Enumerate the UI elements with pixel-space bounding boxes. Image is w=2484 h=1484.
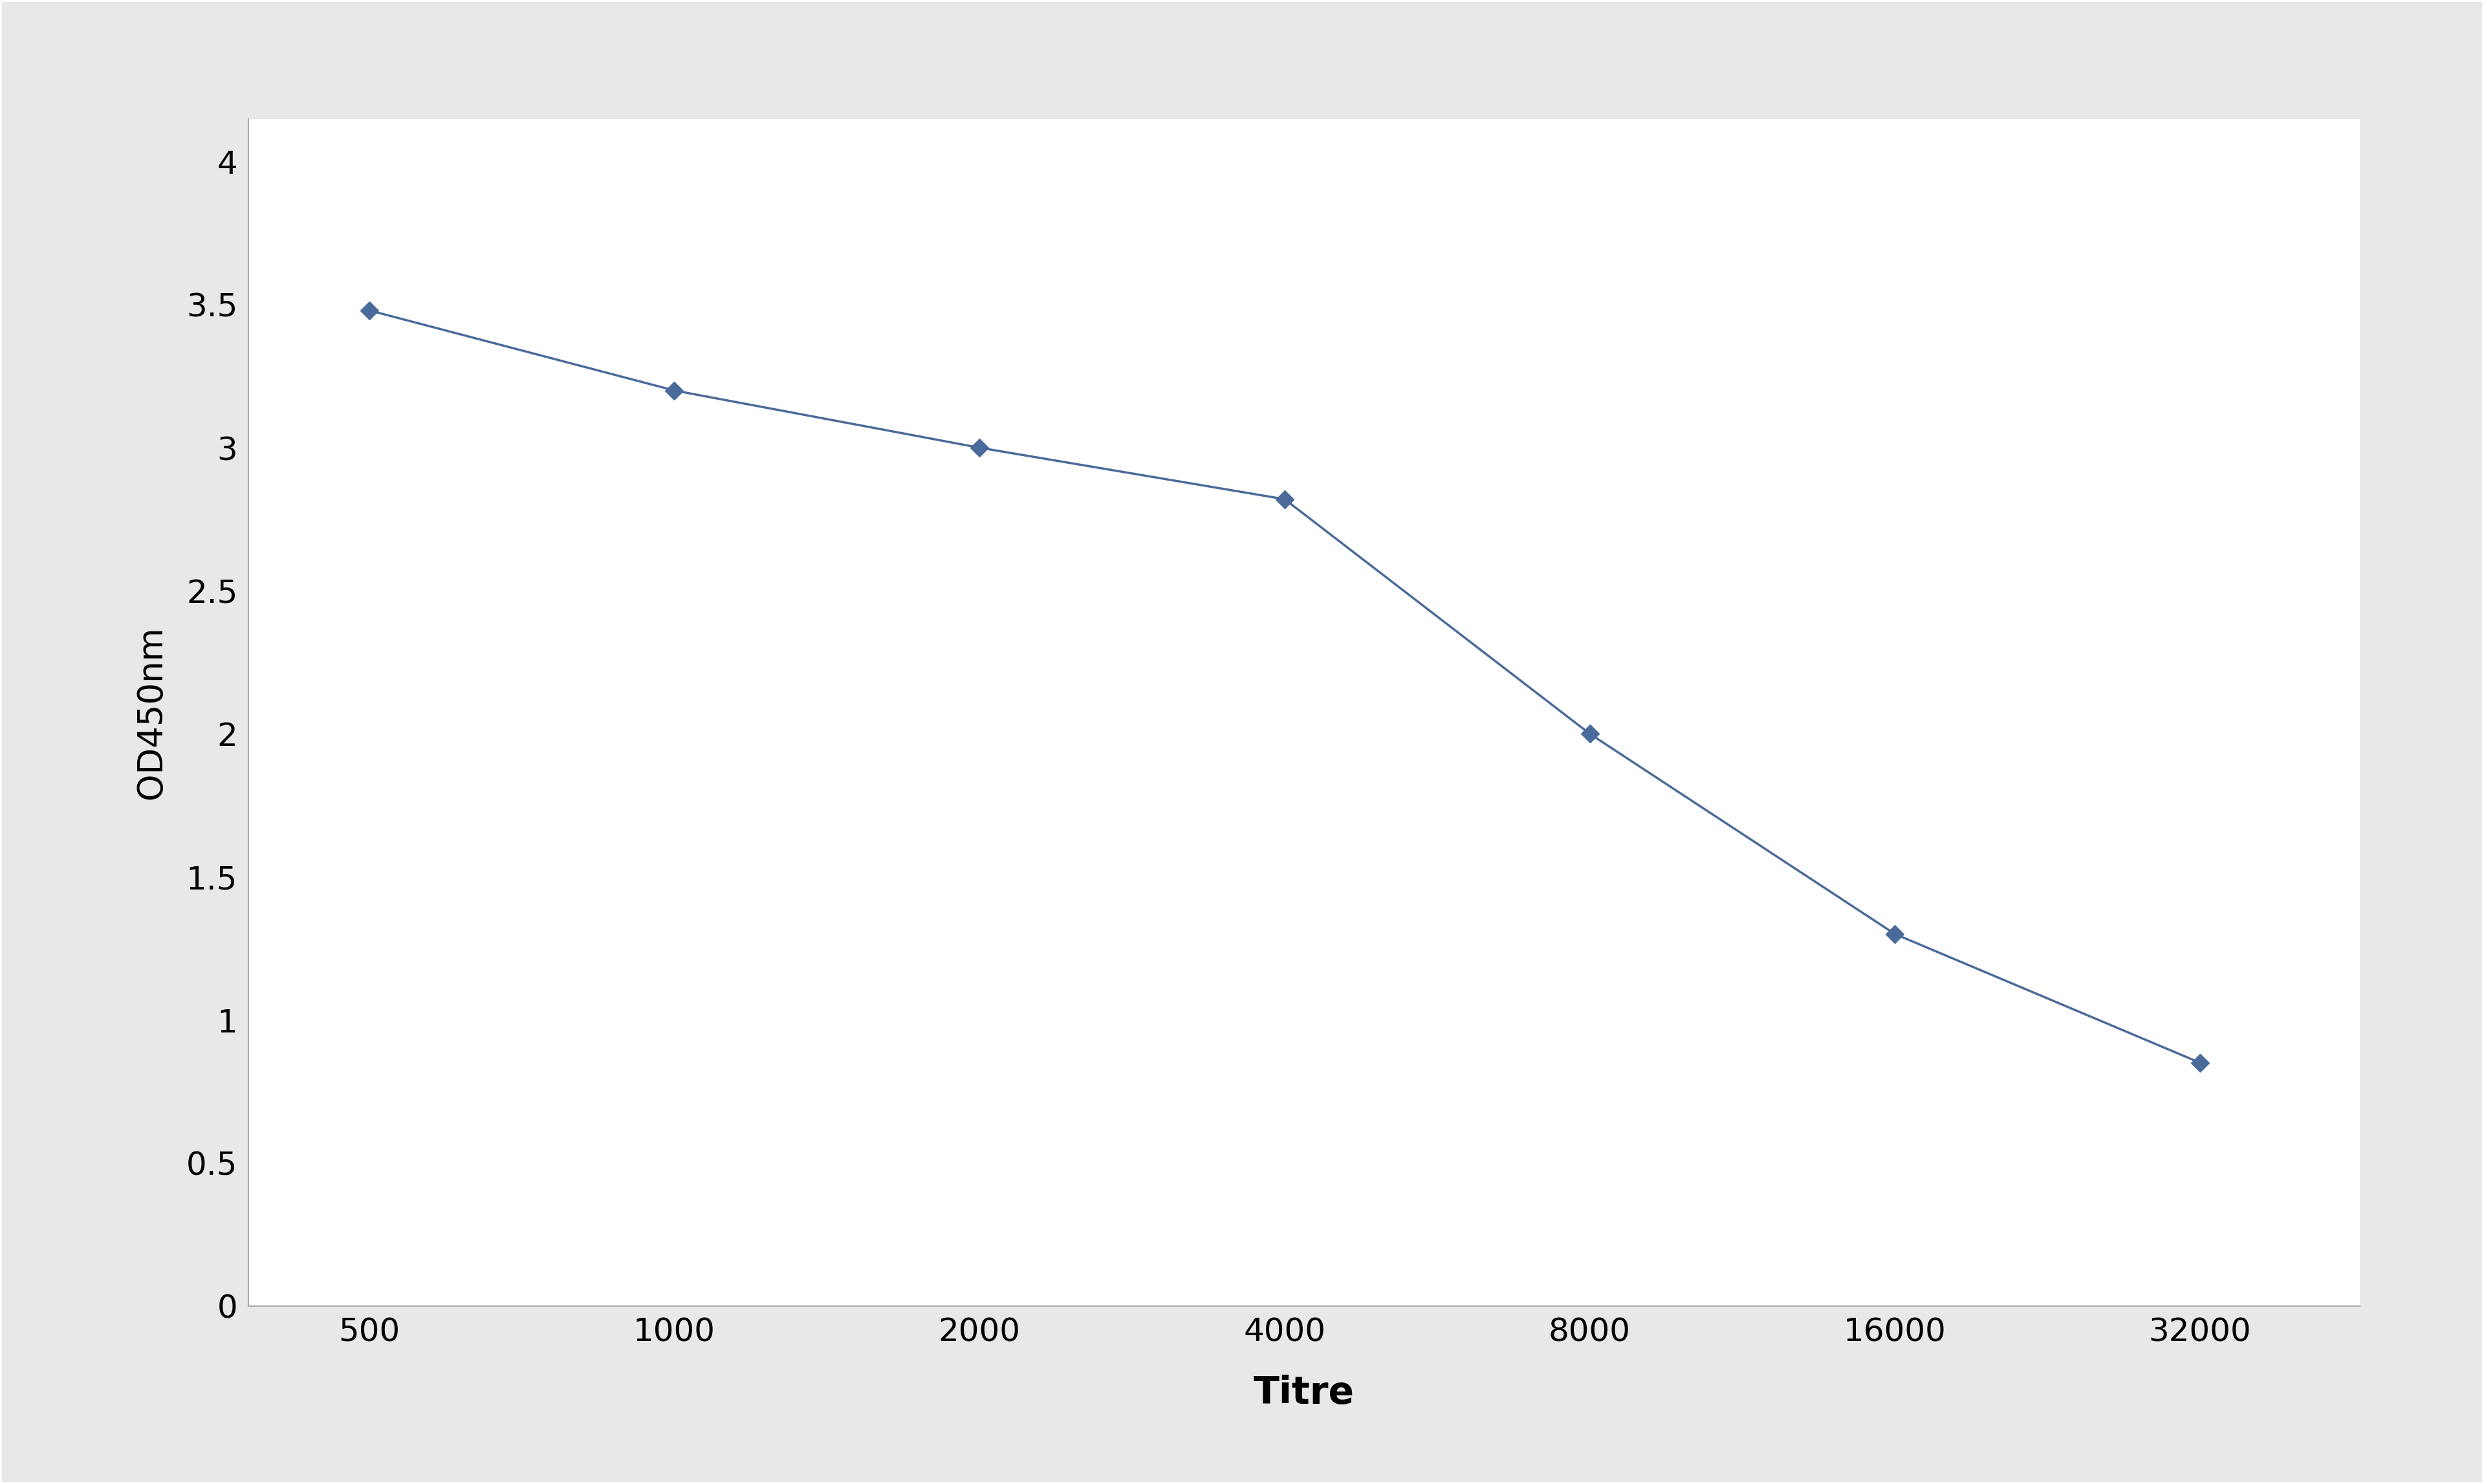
Y-axis label: OD450nm: OD450nm — [134, 626, 169, 798]
X-axis label: Titre: Titre — [1254, 1374, 1354, 1411]
